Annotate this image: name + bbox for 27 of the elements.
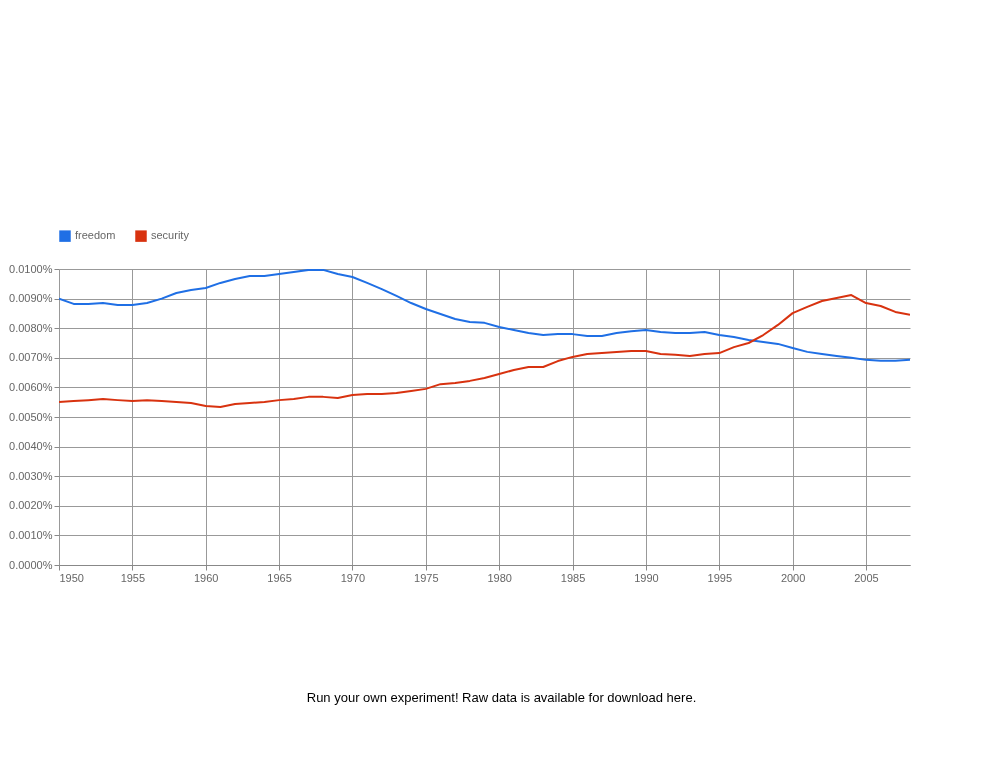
x-tick-label: 1960 bbox=[193, 571, 219, 584]
x-tick-label: 1985 bbox=[560, 571, 586, 584]
legend-label: freedom bbox=[75, 229, 116, 242]
y-tick-label: 0.0010% bbox=[9, 528, 53, 541]
y-tick-label: 0.0050% bbox=[9, 410, 53, 423]
text: Run your own experiment! Raw data is available for download here. bbox=[305, 690, 698, 705]
y-tick-label: 0.0020% bbox=[9, 499, 53, 512]
y-tick-label: 0.0100% bbox=[9, 262, 53, 275]
y-tick-label: 0.0070% bbox=[9, 351, 53, 364]
x-tick-label: 1975 bbox=[414, 571, 439, 584]
x-tick-label: 1955 bbox=[120, 571, 146, 584]
x-tick-label: 1990 bbox=[634, 571, 659, 584]
y-tick-label: 0.0040% bbox=[9, 440, 53, 453]
x-tick-label: 1995 bbox=[707, 571, 732, 584]
x-tick-label: 2005 bbox=[854, 571, 879, 584]
y-tick-label: 0.0030% bbox=[9, 469, 53, 482]
x-tick-label: 1980 bbox=[487, 571, 512, 584]
x-tick-label: 2000 bbox=[780, 571, 806, 584]
line-series bbox=[59, 294, 910, 408]
y-tick-label: 0.0090% bbox=[9, 292, 53, 305]
legend-label: security bbox=[151, 229, 190, 242]
x-tick-label: 1950 bbox=[59, 571, 84, 584]
y-tick-label: 0.0000% bbox=[9, 558, 53, 571]
x-tick-label: 1970 bbox=[340, 571, 366, 584]
x-tick-label: 1965 bbox=[267, 571, 292, 584]
y-tick-label: 0.0080% bbox=[9, 321, 53, 334]
y-tick-label: 0.0060% bbox=[9, 380, 53, 393]
